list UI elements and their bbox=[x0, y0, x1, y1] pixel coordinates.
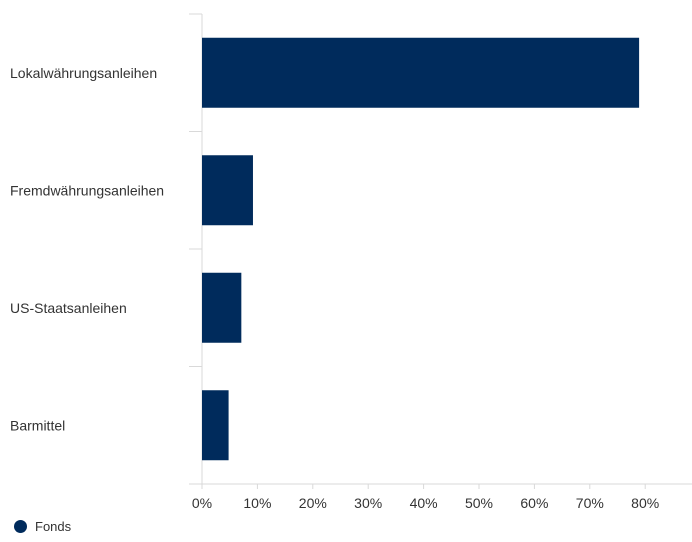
bar-3 bbox=[202, 272, 242, 343]
legend: Fonds bbox=[14, 519, 71, 534]
bar-2 bbox=[202, 155, 253, 226]
x-tick-label: 40% bbox=[410, 495, 438, 511]
x-tick-label: 10% bbox=[243, 495, 271, 511]
x-tick-label: 70% bbox=[576, 495, 604, 511]
category-label: Barmittel bbox=[10, 417, 65, 433]
bar-4 bbox=[202, 390, 229, 461]
category-label: US-Staatsanleihen bbox=[10, 300, 127, 316]
category-label: Lokalwährungsanleihen bbox=[10, 65, 157, 81]
x-tick-label: 60% bbox=[520, 495, 548, 511]
x-tick-label: 20% bbox=[299, 495, 327, 511]
x-tick-label: 0% bbox=[192, 495, 212, 511]
legend-label-fonds: Fonds bbox=[35, 519, 72, 534]
legend-swatch-fonds bbox=[14, 520, 27, 533]
x-tick-label: 30% bbox=[354, 495, 382, 511]
bar-1 bbox=[202, 37, 640, 108]
x-tick-label: 50% bbox=[465, 495, 493, 511]
x-tick-label: 80% bbox=[631, 495, 659, 511]
category-label: Fremdwährungsanleihen bbox=[10, 182, 164, 198]
